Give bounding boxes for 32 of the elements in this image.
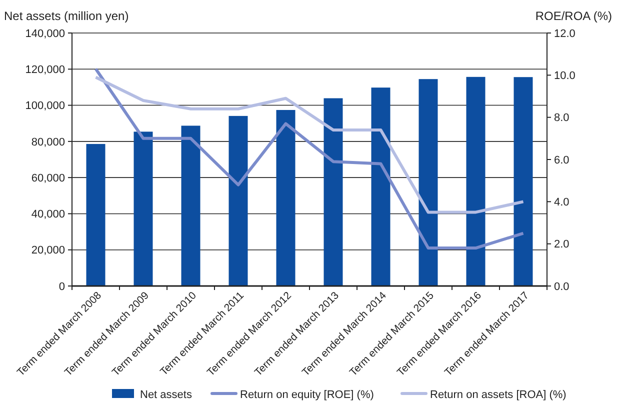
line-series	[94, 76, 525, 214]
bar	[86, 144, 106, 286]
y-tick-label: 120,000	[25, 64, 65, 76]
y2-tick-label: 0.0	[554, 280, 570, 293]
bar	[418, 79, 438, 286]
y-tick-label: 140,000	[25, 28, 65, 40]
bar	[181, 126, 200, 286]
y2-tick-label: 8.0	[554, 112, 570, 124]
bar	[134, 132, 153, 286]
y2-tick-label: 10.0	[554, 70, 576, 82]
y2-axis-title: ROE/ROA (%)	[535, 9, 612, 23]
y2-tick-label: 12.0	[554, 28, 576, 40]
bar	[514, 77, 533, 286]
y-tick-label: 20,000	[31, 244, 65, 257]
bar	[228, 116, 248, 286]
y2-tick-label: 4.0	[554, 196, 570, 209]
bar	[371, 88, 390, 286]
y2-tick-label: 6.0	[554, 154, 570, 166]
y-tick-label: 40,000	[31, 208, 65, 221]
legend-label: Return on equity [ROE] (%)	[240, 389, 374, 401]
y-tick-label: 0	[58, 280, 65, 293]
bar	[466, 76, 486, 286]
y-tick-label: 100,000	[25, 100, 65, 112]
bar	[276, 110, 296, 286]
bar	[324, 98, 343, 286]
y-tick-label: 80,000	[31, 136, 65, 148]
legend-label: Net assets	[140, 389, 192, 401]
y-axis-title: Net assets (million yen)	[4, 9, 129, 23]
y-tick-label: 60,000	[31, 172, 65, 184]
line-series	[94, 67, 525, 250]
y2-tick-label: 2.0	[554, 238, 570, 251]
legend-label: Return on assets [ROA] (%)	[430, 389, 566, 401]
